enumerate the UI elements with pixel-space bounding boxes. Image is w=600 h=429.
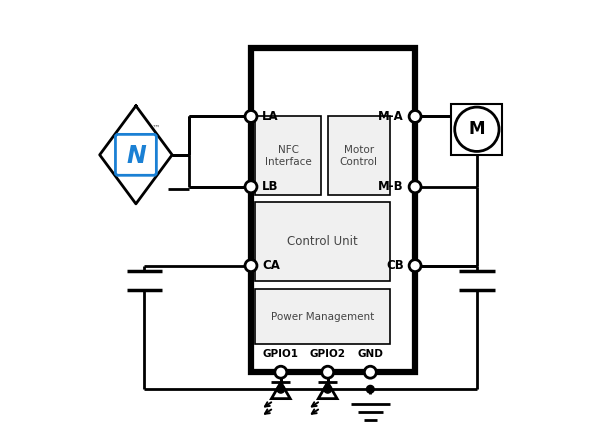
Circle shape (409, 111, 421, 122)
Bar (251, 48, 415, 372)
Circle shape (275, 366, 287, 378)
Circle shape (245, 111, 257, 122)
Text: Motor
Control: Motor Control (340, 145, 377, 167)
Text: LA: LA (262, 110, 278, 123)
Text: M-A: M-A (378, 110, 404, 123)
Text: CA: CA (262, 259, 280, 272)
Text: CB: CB (386, 259, 404, 272)
Text: N: N (127, 144, 146, 168)
Text: LB: LB (262, 180, 278, 193)
Text: GPIO2: GPIO2 (310, 349, 346, 360)
Circle shape (367, 385, 374, 393)
Circle shape (455, 107, 499, 151)
Bar (255, 116, 322, 195)
Circle shape (364, 366, 376, 378)
Text: Control Unit: Control Unit (287, 235, 358, 248)
Circle shape (409, 181, 421, 193)
Bar (255, 202, 389, 281)
Text: ™: ™ (152, 124, 160, 133)
Circle shape (324, 385, 332, 393)
Bar (328, 116, 389, 195)
Text: Power Management: Power Management (271, 312, 374, 322)
Circle shape (409, 260, 421, 272)
Bar (255, 289, 389, 344)
Text: GPIO1: GPIO1 (263, 349, 299, 360)
Text: NFC
Interface: NFC Interface (265, 145, 311, 167)
FancyBboxPatch shape (115, 134, 157, 175)
Circle shape (277, 385, 284, 393)
Text: M-B: M-B (379, 180, 404, 193)
Polygon shape (271, 382, 290, 399)
Polygon shape (319, 382, 337, 399)
Text: GND: GND (358, 349, 383, 360)
Text: M: M (469, 120, 485, 138)
Circle shape (245, 181, 257, 193)
Circle shape (245, 260, 257, 272)
Bar (451, 104, 502, 155)
Circle shape (322, 366, 334, 378)
